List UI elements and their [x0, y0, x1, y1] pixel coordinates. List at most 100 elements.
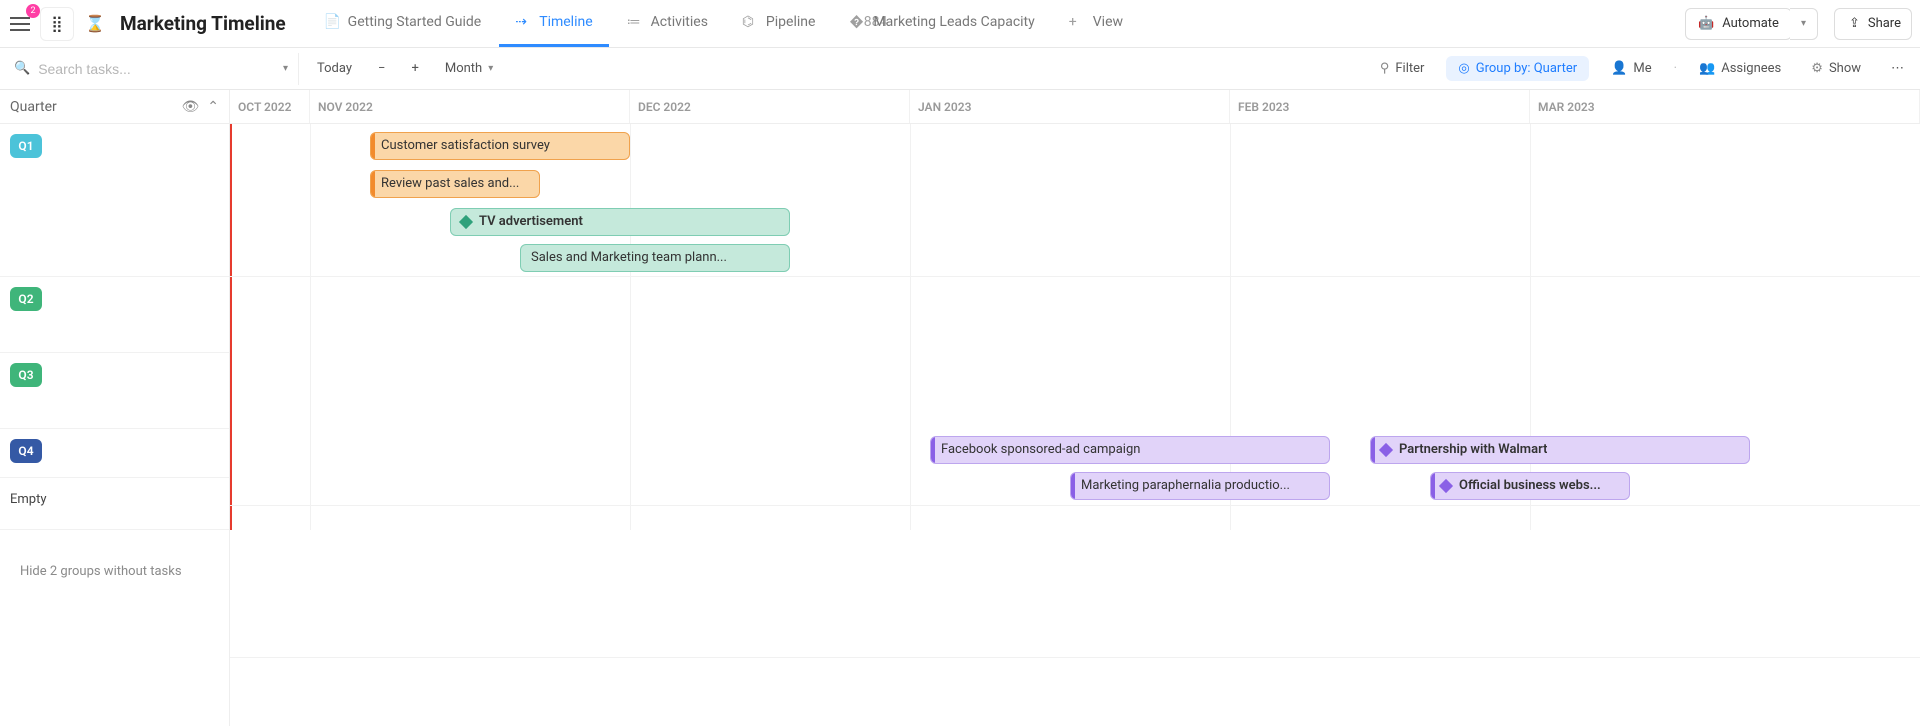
task-label: Review past sales and... — [381, 171, 519, 197]
month-header: DEC 2022 — [630, 90, 910, 123]
task-bar[interactable]: Marketing paraphernalia productio... — [1070, 472, 1330, 500]
activities-icon: ≔ — [627, 14, 643, 30]
tab-view[interactable]: + View — [1053, 0, 1139, 47]
person-icon: 👤 — [1611, 61, 1627, 76]
group-q4[interactable]: Q4 — [0, 429, 229, 478]
topbar: 2 ⣿ ⌛ Marketing Timeline 📄 Getting Starte… — [0, 0, 1920, 48]
task-label: TV advertisement — [479, 209, 583, 235]
month-header: MAR 2023 — [1530, 90, 1920, 123]
gear-icon: ⚙ — [1811, 61, 1823, 76]
show-label: Show — [1829, 61, 1861, 76]
milestone-icon — [459, 215, 473, 229]
filter-icon: ⚲ — [1380, 61, 1390, 76]
quarter-chip: Q1 — [10, 134, 42, 158]
search-options-caret[interactable]: ▾ — [283, 63, 288, 74]
page-title: Marketing Timeline — [120, 12, 286, 35]
hourglass-icon: ⌛ — [78, 7, 112, 41]
main: Quarter 👁 ⌃ Q1 Q2 Q3 Q4 Empty Hide 2 groups… — [0, 90, 1920, 726]
collapse-all-icon[interactable]: ⌃ — [207, 99, 219, 115]
scale-label: Month — [445, 61, 482, 76]
visibility-icon[interactable]: 👁 — [181, 99, 199, 115]
share-label: Share — [1868, 16, 1901, 31]
assignees-button[interactable]: 👥 Assignees — [1691, 57, 1789, 80]
tab-label: View — [1093, 14, 1123, 30]
search-input[interactable] — [38, 61, 275, 77]
pipeline-icon: ⌬ — [742, 14, 758, 30]
timeline-row-q1: Customer satisfaction survey Review past … — [230, 124, 1920, 277]
month-header: FEB 2023 — [1230, 90, 1530, 123]
marketing-leads-capacity-icon: �884 — [849, 14, 865, 30]
tab-label: Marketing Leads Capacity — [873, 14, 1034, 30]
tab-timeline[interactable]: ⇢Timeline — [499, 0, 608, 47]
tab-label: Getting Started Guide — [348, 14, 482, 30]
task-bar[interactable]: Partnership with Walmart — [1370, 436, 1750, 464]
robot-icon: 🤖 — [1698, 16, 1714, 31]
empty-label: Empty — [10, 492, 47, 507]
task-bar[interactable]: Customer satisfaction survey — [370, 132, 630, 160]
share-button[interactable]: ⇪ Share — [1834, 8, 1912, 40]
more-button[interactable]: ⋯ — [1883, 57, 1912, 80]
groupby-button[interactable]: ◎ Group by: Quarter — [1446, 56, 1589, 81]
tab-label: Pipeline — [766, 14, 816, 30]
task-bar[interactable]: TV advertisement — [450, 208, 790, 236]
month-header: NOV 2022 — [310, 90, 630, 123]
milestone-icon — [1379, 443, 1393, 457]
group-q3[interactable]: Q3 — [0, 353, 229, 429]
tab-getting-started-guide[interactable]: 📄 Getting Started Guide — [308, 0, 498, 47]
automate-button[interactable]: 🤖 Automate — [1685, 8, 1792, 40]
zoom-out-button[interactable]: − — [370, 57, 393, 80]
workspace-icon[interactable]: ⣿ — [40, 7, 74, 41]
task-label: Marketing paraphernalia productio... — [1081, 473, 1290, 499]
zoom-in-button[interactable]: + — [403, 57, 426, 80]
notif-badge: 2 — [26, 4, 40, 18]
quarter-chip: Q4 — [10, 439, 42, 463]
task-bar[interactable]: Official business webs... — [1430, 472, 1630, 500]
tab-pipeline[interactable]: ⌬ Pipeline — [726, 0, 832, 47]
timeline-row-q3 — [230, 582, 1920, 658]
month-header: OCT 2022 — [230, 90, 310, 123]
milestone-icon — [1439, 479, 1453, 493]
people-icon: 👥 — [1699, 61, 1715, 76]
timeline-body: Customer satisfaction survey Review past … — [230, 124, 1920, 530]
task-label: Sales and Marketing team plann... — [531, 245, 727, 271]
today-button[interactable]: Today — [309, 57, 360, 80]
task-bar[interactable]: Review past sales and... — [370, 170, 540, 198]
share-icon: ⇪ — [1849, 16, 1860, 31]
assignees-label: Assignees — [1721, 61, 1781, 76]
separator — [298, 53, 299, 85]
tab-marketing-leads-capacity[interactable]: �884 Marketing Leads Capacity — [833, 0, 1050, 47]
groupby-icon: ◎ — [1458, 61, 1469, 76]
task-bar[interactable]: Facebook sponsored-ad campaign — [930, 436, 1330, 464]
timeline-row-q2: Facebook sponsored-ad campaign Partnershi… — [230, 430, 1920, 506]
scale-select[interactable]: Month ▾ — [437, 57, 501, 80]
group-empty[interactable]: Empty — [0, 478, 229, 530]
tab-activities[interactable]: ≔ Activities — [611, 0, 724, 47]
me-button[interactable]: 👤 Me — [1603, 57, 1659, 80]
automate-dropdown[interactable]: ▾ — [1790, 8, 1818, 40]
filter-label: Filter — [1395, 61, 1424, 76]
month-header: JAN 2023 — [910, 90, 1230, 123]
toolbar: 🔍 ▾ Today − + Month ▾ ⚲ Filter ◎ Group b… — [0, 48, 1920, 90]
task-bar[interactable]: Sales and Marketing team plann... — [520, 244, 790, 272]
menu-button[interactable]: 2 — [4, 8, 36, 40]
getting-started-guide-icon: 📄 — [324, 14, 340, 30]
view-icon: + — [1069, 14, 1085, 30]
timeline-icon: ⇢ — [515, 14, 531, 30]
group-q1[interactable]: Q1 — [0, 124, 229, 277]
tab-label: Activities — [651, 14, 708, 30]
task-label: Facebook sponsored-ad campaign — [941, 437, 1140, 463]
quarter-chip: Q2 — [10, 287, 42, 311]
group-q2[interactable]: Q2 — [0, 277, 229, 353]
timeline-header: OCT 2022NOV 2022DEC 2022JAN 2023FEB 2023… — [230, 90, 1920, 124]
groupby-label: Group by: Quarter — [1476, 61, 1577, 76]
hide-empty-groups[interactable]: Hide 2 groups without tasks — [0, 530, 229, 613]
filter-button[interactable]: ⚲ Filter — [1372, 57, 1433, 80]
timeline[interactable]: OCT 2022NOV 2022DEC 2022JAN 2023FEB 2023… — [230, 90, 1920, 726]
view-tabs: 📄 Getting Started Guide ⇢Timeline ≔ Activiti… — [308, 0, 1139, 47]
search-icon: 🔍 — [14, 61, 30, 76]
task-label: Partnership with Walmart — [1399, 437, 1547, 463]
groupby-column-label: Quarter — [10, 99, 57, 115]
quarter-chip: Q3 — [10, 363, 42, 387]
automate-label: Automate — [1722, 16, 1779, 31]
show-button[interactable]: ⚙ Show — [1803, 57, 1869, 80]
